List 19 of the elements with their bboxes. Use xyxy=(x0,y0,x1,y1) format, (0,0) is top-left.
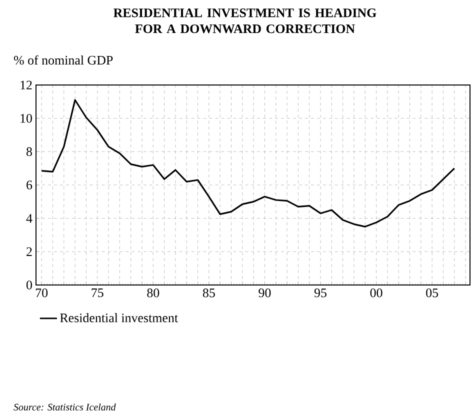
y-tick-label: 4 xyxy=(26,214,32,223)
x-tick-label: 95 xyxy=(314,288,326,298)
y-axis-title: % of nominal GDP xyxy=(14,55,113,65)
y-tick-label: 2 xyxy=(26,247,32,256)
x-tick-label: 80 xyxy=(147,288,160,298)
y-tick-label: 12 xyxy=(20,80,32,90)
y-tick-label: 0 xyxy=(26,280,32,290)
y-tick-label: 10 xyxy=(20,114,32,123)
legend-label: Residential investment xyxy=(60,313,178,322)
x-tick-label: 75 xyxy=(92,288,104,298)
y-tick-label: 6 xyxy=(26,180,32,190)
x-tick-label: 00 xyxy=(370,288,382,298)
x-tick-label: 05 xyxy=(426,288,438,298)
x-tick-label: 85 xyxy=(202,288,215,298)
y-tick-label: 8 xyxy=(26,147,32,156)
source-note: Source: Statistics Iceland xyxy=(14,403,116,411)
x-tick-label: 90 xyxy=(258,288,271,298)
chart-title: RESIDENTIAL INVESTMENT IS HEADING FOR A DOWNWARD CORRECTION xyxy=(114,8,376,34)
x-tick-label: 70 xyxy=(36,288,48,298)
